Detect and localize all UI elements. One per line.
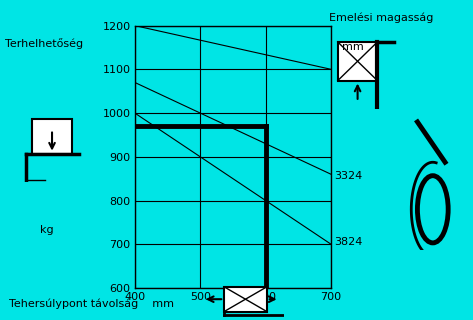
Text: Emelési magasság: Emelési magasság [329,13,433,23]
Text: 3324: 3324 [334,172,362,181]
Text: 3824: 3824 [334,237,362,247]
Bar [32,119,72,154]
Text: kg: kg [41,225,54,236]
Text: mm: mm [342,42,363,52]
Bar [338,42,377,81]
Text: Terhelhetőség: Terhelhetőség [5,38,83,49]
Text: Tehersúlypont távolság    mm: Tehersúlypont távolság mm [9,299,175,309]
Bar [224,287,267,312]
